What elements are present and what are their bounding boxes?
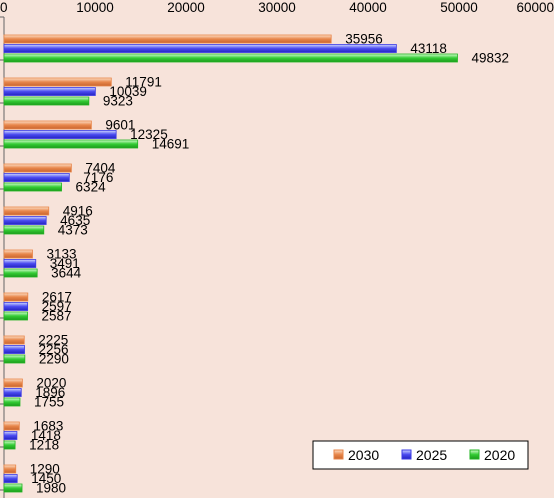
x-tick-label: 30000 bbox=[258, 0, 296, 15]
bar-2025 bbox=[3, 259, 37, 268]
bar-2020 bbox=[3, 440, 16, 450]
data-label-2020: 6324 bbox=[76, 180, 107, 195]
legend-label-2030: 2030 bbox=[348, 447, 379, 463]
legend-swatch-2020 bbox=[469, 449, 480, 460]
data-labels: 3595643118498321179110039932396011232514… bbox=[29, 32, 509, 496]
bar-2020 bbox=[3, 268, 38, 278]
legend: 2030 2025 2020 bbox=[312, 440, 529, 470]
bar-2025 bbox=[3, 44, 397, 53]
bar-2030 bbox=[3, 292, 29, 302]
bar-2020 bbox=[3, 354, 26, 364]
bar-2020 bbox=[3, 225, 45, 235]
data-label-2020: 9323 bbox=[103, 94, 133, 109]
legend-swatch-2030 bbox=[333, 449, 344, 460]
data-label-2030: 3133 bbox=[47, 247, 77, 262]
bar-2020 bbox=[3, 182, 62, 192]
bar-2030 bbox=[3, 249, 33, 259]
bar-2030 bbox=[3, 421, 20, 431]
legend-box bbox=[312, 440, 529, 470]
data-label-2030: 2617 bbox=[42, 290, 72, 305]
data-label-2030: 7404 bbox=[85, 161, 116, 176]
data-label-2020: 2290 bbox=[39, 352, 69, 367]
data-label-2020: 1218 bbox=[29, 438, 59, 453]
bar-2030 bbox=[3, 206, 50, 216]
x-tick-label: 10000 bbox=[76, 0, 114, 15]
data-label-2025: 1896 bbox=[35, 385, 65, 400]
data-label-2030: 2225 bbox=[38, 333, 68, 348]
bar-2020 bbox=[3, 139, 139, 149]
bar-2025 bbox=[3, 345, 25, 354]
bar-2030 bbox=[3, 120, 92, 130]
x-tick-label: 20000 bbox=[167, 0, 205, 15]
data-label-2025: 10039 bbox=[109, 84, 147, 99]
bar-2025 bbox=[3, 216, 47, 225]
data-label-2030: 9601 bbox=[105, 118, 135, 133]
bar-2030 bbox=[3, 335, 25, 345]
data-label-2020: 1755 bbox=[34, 395, 64, 410]
data-label-2020: 3644 bbox=[51, 266, 82, 281]
bar-2020 bbox=[3, 53, 458, 63]
data-label-2030: 2020 bbox=[36, 376, 66, 391]
bar-2030 bbox=[3, 163, 72, 173]
bar-2025 bbox=[3, 173, 70, 182]
legend-label-2025: 2025 bbox=[416, 447, 447, 463]
data-label-2020: 2587 bbox=[42, 309, 72, 324]
data-label-2025: 3491 bbox=[50, 256, 80, 271]
x-tick-label: 60000 bbox=[516, 0, 554, 15]
data-label-2025: 1450 bbox=[31, 471, 61, 486]
bar-2025 bbox=[3, 302, 29, 311]
data-label-2030: 4916 bbox=[63, 204, 93, 219]
data-label-2025: 7176 bbox=[83, 170, 113, 185]
data-label-2025: 2256 bbox=[39, 342, 69, 357]
bar-2025 bbox=[3, 388, 22, 397]
bar-2020 bbox=[3, 311, 28, 321]
bar-2020 bbox=[3, 96, 90, 106]
bar-2025 bbox=[3, 130, 117, 139]
bar-2025 bbox=[3, 431, 18, 440]
data-label-2025: 2597 bbox=[42, 299, 72, 314]
data-label-2030: 1683 bbox=[33, 419, 63, 434]
data-label-2030: 11791 bbox=[125, 75, 162, 90]
bar-2025 bbox=[3, 474, 18, 483]
legend-label-2020: 2020 bbox=[484, 447, 515, 463]
bar-2030 bbox=[3, 464, 17, 474]
data-label-2025: 1418 bbox=[31, 428, 61, 443]
bar-2030 bbox=[3, 34, 332, 44]
data-label-2020: 4373 bbox=[58, 223, 88, 238]
x-tick-label: 40000 bbox=[349, 0, 387, 15]
x-tick-label: 50000 bbox=[440, 0, 478, 15]
data-label-2020: 49832 bbox=[471, 51, 509, 66]
bar-2020 bbox=[3, 483, 23, 493]
data-label-2020: 14691 bbox=[152, 137, 190, 152]
bar-2030 bbox=[3, 378, 23, 388]
legend-swatch-2025 bbox=[401, 449, 412, 460]
bar-2020 bbox=[3, 397, 21, 407]
data-label-2020: 1980 bbox=[36, 481, 66, 496]
bar-2025 bbox=[3, 87, 96, 96]
data-label-2030: 35956 bbox=[345, 32, 383, 47]
data-label-2025: 12325 bbox=[130, 127, 168, 142]
data-label-2030: 1290 bbox=[30, 462, 60, 477]
data-label-2025: 4635 bbox=[60, 213, 90, 228]
data-label-2025: 43118 bbox=[410, 41, 447, 56]
bar-2030 bbox=[3, 77, 112, 87]
x-tick-label: 0 bbox=[0, 0, 8, 15]
bars bbox=[3, 34, 458, 493]
